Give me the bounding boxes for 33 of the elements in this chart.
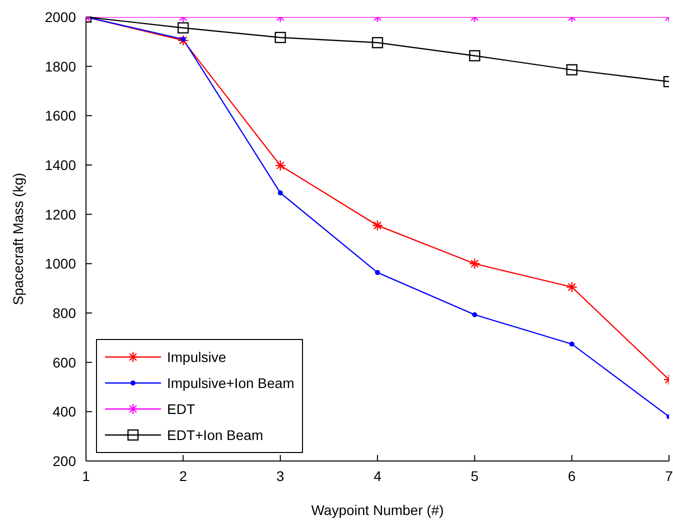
point	[274, 32, 286, 44]
y-tick-label: 400	[52, 404, 76, 420]
x-tick-label: 5	[470, 468, 479, 484]
point	[372, 37, 384, 48]
point	[278, 190, 283, 196]
x-tick-label: 6	[568, 468, 576, 484]
y-tick-label: 2000	[44, 8, 76, 25]
point	[180, 36, 186, 42]
y-tick-label: 1400	[44, 156, 76, 173]
y-tick-label: 800	[52, 304, 76, 321]
y-tick-label: 1200	[44, 206, 76, 222]
point	[469, 50, 480, 62]
y-tick-label: 1600	[44, 108, 76, 124]
x-tick-label: 1	[82, 468, 90, 484]
legend-label: EDT	[167, 401, 195, 417]
point	[178, 22, 189, 34]
legend-label: Impulsive	[167, 349, 226, 365]
point	[472, 312, 478, 318]
x-tick-label: 4	[374, 468, 382, 484]
point	[566, 64, 578, 76]
x-tick-label: 3	[276, 468, 284, 484]
x-axis-title: Waypoint Number (#)	[311, 502, 444, 518]
x-tick-label: 2	[179, 468, 188, 484]
y-tick-label: 1000	[44, 256, 76, 272]
point	[375, 270, 380, 276]
point	[569, 342, 574, 347]
y-axis-title: Spacecraft Mass (kg)	[10, 172, 26, 306]
x-tick-label: 7	[665, 468, 673, 484]
y-tick-label: 200	[52, 452, 76, 469]
y-tick-label: 1800	[44, 58, 76, 74]
legend-label: EDT+Ion Beam	[167, 427, 264, 443]
legend-label: Impulsive+Ion Beam	[167, 375, 294, 391]
y-tick-label: 600	[52, 354, 76, 370]
